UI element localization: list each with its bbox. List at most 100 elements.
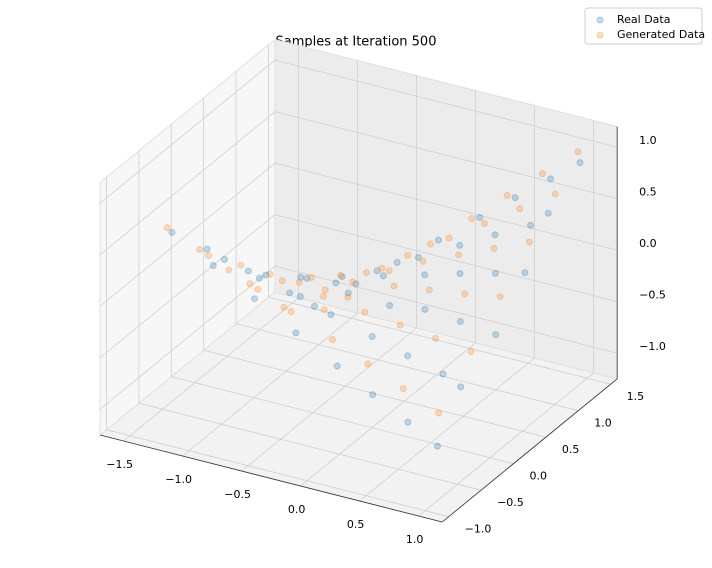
point (262, 271, 270, 279)
point (426, 240, 434, 248)
point (539, 170, 547, 178)
z-tick-label: −1.0 (639, 340, 666, 353)
grid-line (99, 265, 276, 410)
x-tick-label: −0.5 (224, 488, 251, 501)
point (503, 192, 511, 200)
point (344, 289, 352, 297)
point (390, 282, 398, 290)
grid-line (268, 296, 611, 385)
legend-label: Generated Data (617, 28, 705, 41)
z-tick-label: −0.5 (639, 289, 666, 302)
legend-marker (596, 31, 604, 39)
grid-line (241, 327, 417, 472)
point (457, 383, 465, 391)
point (254, 285, 262, 293)
grid-line (99, 59, 276, 204)
point (352, 280, 360, 288)
point (456, 317, 464, 325)
point (385, 267, 393, 275)
x-tick-label: 0.0 (288, 503, 306, 516)
legend-box (584, 7, 703, 45)
legend-marker (596, 16, 604, 24)
point (386, 302, 394, 310)
point (527, 221, 534, 229)
point (209, 262, 217, 270)
grid-line (99, 214, 276, 359)
point (286, 289, 294, 297)
point (220, 255, 228, 263)
x-tick-label: 1.0 (406, 533, 424, 546)
point (445, 234, 453, 242)
point (404, 418, 412, 426)
point (237, 261, 245, 269)
point (296, 293, 304, 301)
x-tick-label: −1.5 (106, 458, 133, 471)
grid-line (99, 111, 276, 256)
z-tick-label: 1.0 (639, 134, 657, 147)
grid-line (182, 312, 358, 457)
grid-line (99, 162, 276, 307)
point (251, 295, 259, 303)
point (521, 269, 529, 277)
point (320, 292, 328, 300)
point (491, 231, 499, 239)
point (332, 279, 340, 287)
point (419, 257, 427, 265)
y-tick-label: 0.0 (529, 470, 547, 483)
point (327, 311, 335, 319)
legend-label: Real Data (617, 13, 670, 26)
grid-line (203, 349, 546, 438)
point (349, 278, 357, 286)
point (404, 352, 412, 360)
point (205, 252, 213, 260)
point (364, 360, 372, 368)
point (433, 442, 441, 450)
point (344, 293, 352, 301)
point (414, 254, 422, 262)
y-tick-label: 1.0 (594, 417, 612, 430)
point (467, 347, 475, 355)
point (421, 271, 429, 279)
point (373, 267, 381, 275)
z-tick-label: 0.5 (639, 186, 657, 199)
point (491, 269, 499, 277)
point (435, 409, 443, 417)
x-tick-label: 0.5 (347, 518, 365, 531)
point (287, 308, 295, 316)
point (576, 159, 584, 167)
grid-line (138, 402, 482, 491)
point (337, 271, 345, 279)
point (244, 267, 252, 275)
point (399, 385, 407, 393)
point (333, 362, 341, 370)
point (476, 214, 484, 222)
grid-line (235, 323, 579, 412)
point (496, 293, 504, 301)
point (439, 370, 447, 378)
point (432, 334, 440, 342)
point (492, 331, 500, 339)
point (404, 251, 412, 259)
point (266, 270, 274, 278)
point (461, 290, 469, 298)
point (321, 286, 329, 294)
point (574, 148, 582, 156)
x-tick-label: −1.0 (165, 473, 192, 486)
point (434, 236, 442, 244)
point (168, 228, 176, 236)
grid-line (274, 214, 618, 303)
point (163, 224, 171, 232)
point (490, 244, 498, 252)
point (425, 286, 433, 294)
grid-line (123, 297, 299, 442)
point (455, 251, 463, 259)
point (379, 272, 387, 280)
y-tick-label: 1.5 (627, 390, 645, 403)
point (320, 306, 328, 314)
point (378, 264, 386, 272)
point (544, 209, 552, 217)
point (362, 269, 370, 277)
point (516, 205, 524, 213)
y-tick-label: 0.5 (562, 443, 580, 456)
point (225, 266, 233, 274)
